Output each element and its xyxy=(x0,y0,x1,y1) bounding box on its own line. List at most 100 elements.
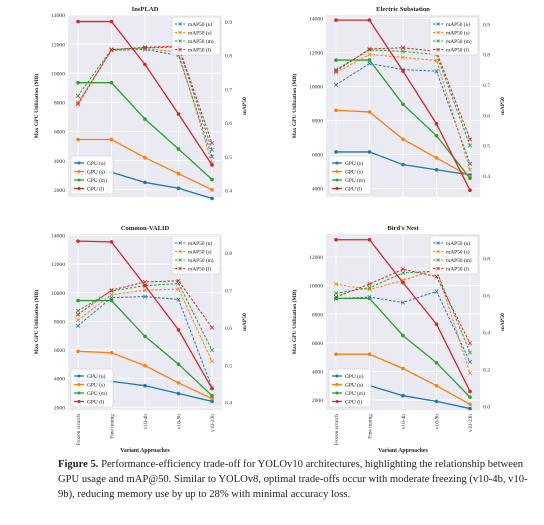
gpu-point xyxy=(176,112,181,116)
gpu-point xyxy=(210,399,214,404)
legend-label: mAP50 (n) xyxy=(188,240,212,247)
gpu-legend: GPU (n) GPU (s)GPU (m) GPU (l) xyxy=(70,368,114,408)
y2-tick-label: 0.6 xyxy=(225,326,232,332)
legend-marker xyxy=(335,383,339,386)
y-tick-label: 4000 xyxy=(312,187,323,193)
y2-tick-label: 0.8 xyxy=(225,251,232,257)
gpu-point xyxy=(367,110,372,114)
y2-tick-label: 0.4 xyxy=(483,174,490,180)
gpu-point xyxy=(334,18,338,22)
map-point xyxy=(176,286,181,292)
map-point xyxy=(75,312,81,317)
map-point xyxy=(400,267,406,272)
map-point xyxy=(400,49,406,54)
legend-label: mAP50 (m) xyxy=(446,38,472,45)
gpu-point xyxy=(109,80,114,85)
gpu-point xyxy=(109,137,114,142)
y2-tick-label: 0.5 xyxy=(225,363,232,369)
map-line xyxy=(335,63,471,164)
gpu-point xyxy=(434,167,439,172)
map-line xyxy=(335,268,471,374)
gpu-point xyxy=(176,186,181,191)
legend-label: GPU (m) xyxy=(87,390,107,397)
legend-label: GPU (s) xyxy=(345,169,363,176)
legend-marker xyxy=(335,374,339,378)
map-point xyxy=(142,288,148,293)
figure-caption: Figure 5. Performance-efficiency trade-o… xyxy=(58,457,536,502)
map-legend: mAP50 (n) mAP50 (s)mAP50 (m) mAP50 (l) xyxy=(429,16,479,56)
gpu-point xyxy=(434,133,439,138)
map-point xyxy=(333,281,339,287)
gpu-point xyxy=(210,187,214,192)
y-tick-label: 6000 xyxy=(54,348,65,354)
legend-marker xyxy=(335,170,339,173)
chart-panel-3: 2000 4000 6000 8000 10000 12000 0.0 0.2 0.4 0.6 0.… xyxy=(291,225,506,454)
gpu-point xyxy=(210,196,214,201)
gpu-point xyxy=(143,363,147,368)
gpu-point xyxy=(176,362,181,367)
gpu-point xyxy=(434,360,439,365)
y2-tick-label: 0.8 xyxy=(483,256,490,262)
legend-label: GPU (n) xyxy=(87,160,106,167)
y-axis-label: Max GPU Utilization (MB) xyxy=(291,73,298,138)
legend-marker xyxy=(178,258,182,262)
gpu-point xyxy=(176,391,181,396)
legend-box xyxy=(171,16,221,56)
legend-label: GPU (n) xyxy=(345,160,364,167)
gpu-point xyxy=(176,147,181,151)
legend-label: mAP50 (l) xyxy=(446,266,469,273)
y2-tick-label: 0.9 xyxy=(225,20,232,26)
legend-box xyxy=(328,368,372,408)
map-point xyxy=(467,143,473,148)
y2-tick-label: 0.8 xyxy=(225,54,232,60)
map-point xyxy=(142,294,148,299)
legend-label: mAP50 (l) xyxy=(188,266,211,273)
map-point xyxy=(467,370,473,376)
x-axis-label: Variant Approaches xyxy=(120,448,170,454)
map-point xyxy=(209,348,215,353)
y-tick-label: 4000 xyxy=(54,377,65,383)
legend-marker xyxy=(178,30,182,35)
map-point xyxy=(367,52,372,57)
legend-label: mAP50 (n) xyxy=(446,21,470,28)
legend-label: mAP50 (l) xyxy=(446,47,469,54)
map-point xyxy=(209,140,215,146)
map-point xyxy=(176,278,181,283)
gpu-point xyxy=(210,163,214,167)
legend-label: GPU (n) xyxy=(87,373,106,380)
chart-title: Bird's Nest xyxy=(387,225,419,232)
legend-label: GPU (n) xyxy=(345,373,364,380)
y-tick-label: 14000 xyxy=(309,17,323,23)
map-point xyxy=(434,274,439,279)
gpu-point xyxy=(334,108,338,113)
map-point xyxy=(467,137,473,142)
legend-marker xyxy=(436,39,440,43)
y2-tick-label: 0.6 xyxy=(225,121,232,127)
legend-marker xyxy=(436,22,440,26)
legend-marker xyxy=(436,249,440,254)
y2-tick-label: 0.4 xyxy=(483,330,490,336)
y-tick-label: 12000 xyxy=(309,255,323,261)
y-tick-label: 4000 xyxy=(54,159,65,165)
gpu-point xyxy=(367,352,372,356)
chart-title: Electric Substation xyxy=(376,6,430,13)
legend-marker xyxy=(178,249,182,254)
legend-label: GPU (l) xyxy=(87,399,104,406)
gpu-point xyxy=(210,393,214,398)
gpu-point xyxy=(143,117,147,121)
legend-marker xyxy=(335,178,339,182)
y-tick-label: 10000 xyxy=(51,71,65,77)
map-point xyxy=(209,359,215,364)
y2-axis-label: mAP50 xyxy=(500,97,506,115)
map-point xyxy=(333,82,339,87)
legend-box xyxy=(70,155,114,195)
y2-tick-label: 0.7 xyxy=(225,87,232,93)
chart-panel-2: 2000 4000 6000 8000 10000 12000 14000 0.4 0.5 0.6… xyxy=(33,225,248,454)
gpu-point xyxy=(143,334,147,339)
legend-label: mAP50 (n) xyxy=(446,240,470,247)
chart-title: Common-VALID xyxy=(121,225,170,232)
gpu-point xyxy=(210,386,214,391)
legend-label: mAP50 (m) xyxy=(446,257,472,264)
map-point xyxy=(109,288,114,293)
legend-label: GPU (s) xyxy=(345,382,363,389)
